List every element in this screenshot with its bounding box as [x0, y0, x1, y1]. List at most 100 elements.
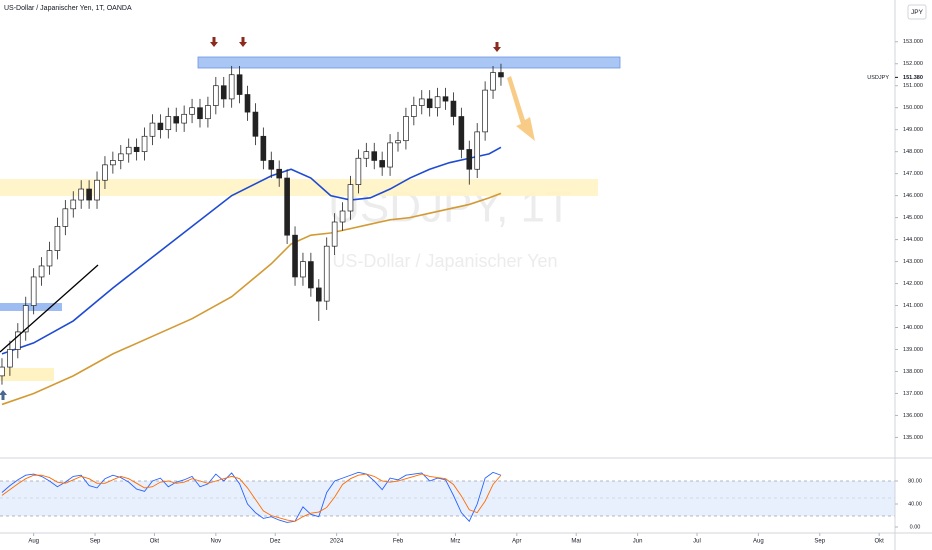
candle-body	[426, 98, 433, 109]
y-tick-label: 146.000	[903, 193, 923, 199]
candle-body	[276, 168, 282, 179]
currency: JPY	[911, 9, 924, 16]
candle-body	[442, 96, 449, 102]
candle-body	[149, 122, 156, 137]
plot-area	[0, 63, 504, 406]
candle-body	[403, 116, 409, 142]
candle-body	[308, 261, 314, 289]
last-price-label: 151.380	[903, 75, 923, 81]
candle-body	[62, 208, 69, 227]
y-tick-label: 40.00	[908, 501, 922, 507]
candle-body	[38, 265, 45, 278]
currency-box	[907, 4, 927, 20]
candle-body	[355, 157, 362, 185]
y-tick-label: 153.000	[903, 39, 923, 45]
y-tick-label: 145.000	[903, 215, 923, 221]
candle-body	[315, 287, 322, 302]
candle-body	[395, 140, 401, 144]
candle-body	[474, 131, 481, 170]
candle-body	[125, 146, 132, 155]
candle-body	[387, 142, 393, 168]
candle-body	[498, 72, 504, 78]
symbol-label: USDJPY	[867, 75, 889, 81]
candle-body	[15, 331, 21, 350]
candle-body	[339, 210, 346, 223]
y-tick-label: 136.000	[903, 413, 923, 419]
candle-body	[165, 116, 172, 131]
candle-body	[292, 234, 298, 278]
x-tick-label: 2024	[330, 539, 344, 545]
y-tick-label: 140.000	[903, 325, 923, 331]
candle-body	[102, 164, 108, 181]
candle-body	[117, 153, 124, 161]
x-tick-label: Mrz	[450, 539, 460, 545]
y-tick-label: 142.000	[903, 281, 923, 287]
y-tick-label: 152.000	[903, 61, 923, 67]
candle-body	[70, 199, 77, 210]
candle-body	[450, 100, 457, 117]
candle-body	[78, 188, 84, 201]
candle-body	[331, 221, 338, 247]
small-zone	[0, 368, 54, 381]
y-tick-label: 139.000	[903, 347, 923, 353]
x-tick-label: Nov	[210, 539, 221, 545]
candle-body	[300, 261, 306, 278]
candle-body	[220, 85, 227, 100]
candle-body	[490, 72, 496, 91]
x-tick-label: Okt	[874, 539, 884, 545]
y-tick-label: 144.000	[903, 237, 923, 243]
candle-body	[434, 96, 441, 109]
x-tick-label: Aug	[28, 539, 39, 545]
y-tick-label: 150.000	[903, 105, 923, 111]
candle-body	[30, 276, 37, 306]
candle-body	[268, 160, 275, 170]
arrow	[210, 37, 218, 47]
candle-body	[133, 146, 140, 153]
y-tick-label: 137.000	[903, 391, 923, 397]
candle-body	[157, 122, 164, 131]
candle-body	[371, 151, 378, 161]
y-tick-label: 148.000	[903, 149, 923, 155]
x-tick-label: Okt	[150, 539, 160, 545]
candle-body	[110, 160, 116, 166]
x-tick-label: Feb	[393, 539, 404, 545]
y-tick-label: 149.000	[903, 127, 923, 133]
line-series	[1, 471, 502, 523]
candle-body	[54, 226, 61, 251]
projection-arrow	[507, 76, 535, 141]
y-tick-label: 151.000	[903, 83, 923, 89]
arrow	[493, 42, 501, 52]
x-tick-label: Jun	[633, 539, 643, 545]
small-zone	[0, 303, 62, 311]
candle-body	[213, 85, 219, 106]
up-arrow	[0, 390, 7, 400]
y-tick-label: 141.000	[903, 303, 923, 309]
watermark-subtitle: US-Dollar / Japanischer Yen	[332, 251, 557, 271]
candle-body	[189, 107, 195, 115]
line-series	[1, 146, 502, 355]
candle-body	[197, 107, 203, 120]
stoch-pane	[1, 471, 502, 523]
candle-body	[363, 151, 370, 159]
candle-body	[284, 177, 290, 236]
candle-body	[244, 94, 251, 113]
trend-line	[0, 264, 99, 353]
candle-body	[181, 113, 187, 124]
x-tick-label: Jul	[693, 539, 701, 545]
candle-body	[7, 349, 13, 368]
x-tick-label: Sep	[814, 539, 825, 545]
stoch-band	[0, 481, 895, 516]
candle-body	[252, 111, 259, 137]
resistance-zone	[197, 56, 621, 69]
candle-body	[141, 135, 148, 153]
candle-body	[46, 250, 53, 267]
x-tick-label: Sep	[90, 539, 101, 545]
chart-title: US-Dollar / Japanischer Yen, 1T, OANDA	[4, 5, 132, 12]
candle-body	[466, 149, 473, 170]
x-tick-label: Dez	[270, 539, 281, 545]
candle-body	[482, 89, 488, 133]
down-arrows	[210, 37, 501, 52]
candle-body	[347, 184, 354, 212]
